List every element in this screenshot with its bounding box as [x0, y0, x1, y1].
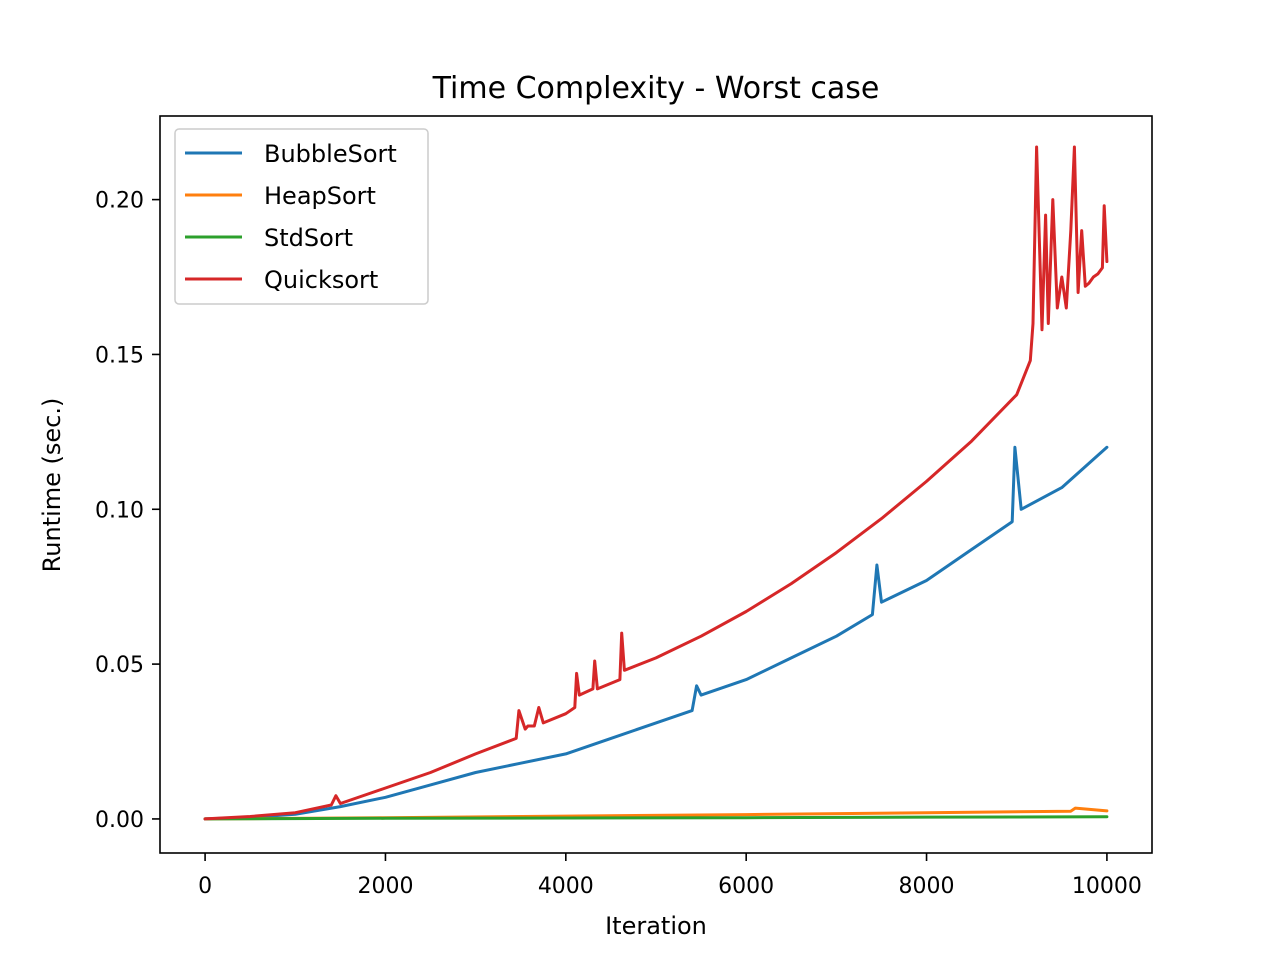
legend-items: BubbleSort HeapSort StdSort Quicksort	[185, 140, 397, 294]
x-tick-label: 2000	[357, 874, 413, 899]
series-line-bubblesort	[203, 445, 1109, 821]
y-tick-label: 0.15	[95, 343, 144, 368]
x-tick-label: 8000	[899, 874, 955, 899]
chart-title: Time Complexity - Worst case	[432, 71, 880, 106]
series-layer	[203, 145, 1109, 821]
series-line-stdsort	[203, 815, 1109, 821]
y-tick-label: 0.00	[95, 808, 144, 833]
series-line-quicksort	[203, 145, 1109, 821]
legend-label-quicksort: Quicksort	[264, 266, 378, 294]
x-axis: 0 2000 4000 6000 8000 10000	[198, 853, 1142, 899]
y-tick-label: 0.10	[95, 498, 144, 523]
plot-frame	[159, 115, 1153, 854]
x-tick-label: 10000	[1072, 874, 1142, 899]
y-axis-label: Runtime (sec.)	[38, 398, 66, 573]
x-tick-label: 0	[198, 874, 212, 899]
legend-label-stdsort: StdSort	[264, 224, 353, 252]
legend-label-heapsort: HeapSort	[264, 182, 376, 210]
y-tick-label: 0.05	[95, 653, 144, 678]
legend: BubbleSort HeapSort StdSort Quicksort	[174, 128, 429, 305]
legend-box	[174, 128, 429, 305]
y-tick-label: 0.20	[95, 189, 144, 214]
legend-label-bubblesort: BubbleSort	[264, 140, 397, 168]
x-axis-label: Iteration	[605, 912, 707, 940]
y-axis: 0.00 0.05 0.10 0.15 0.20	[95, 189, 160, 833]
x-tick-label: 4000	[538, 874, 594, 899]
x-tick-label: 6000	[718, 874, 774, 899]
